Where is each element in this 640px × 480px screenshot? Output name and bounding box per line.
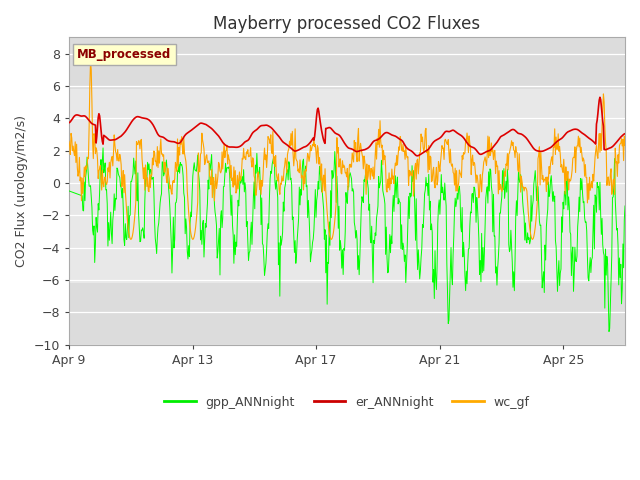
Legend: gpp_ANNnight, er_ANNnight, wc_gf: gpp_ANNnight, er_ANNnight, wc_gf [159, 391, 534, 414]
Title: Mayberry processed CO2 Fluxes: Mayberry processed CO2 Fluxes [213, 15, 481, 33]
Text: MB_processed: MB_processed [77, 48, 172, 61]
Bar [69, 89, 625, 283]
Y-axis label: CO2 Flux (urology/m2/s): CO2 Flux (urology/m2/s) [15, 115, 28, 267]
